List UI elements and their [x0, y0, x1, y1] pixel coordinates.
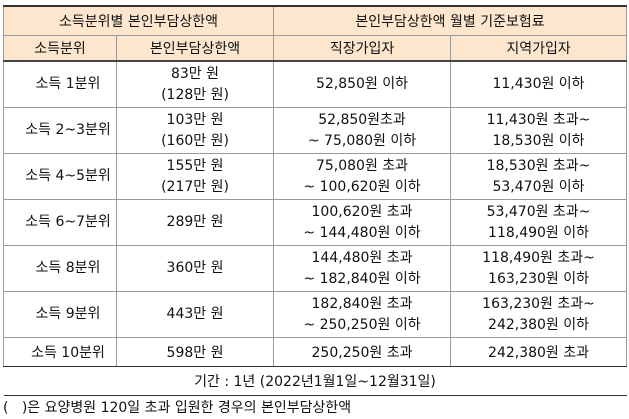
- regional-line-2: 53,470원 이하: [492, 178, 585, 195]
- col-cap-header: 본인부담상한액: [115, 35, 275, 62]
- employee-line-1: 182,840원 초과: [311, 295, 413, 312]
- employee-line-1: 144,480원 초과: [311, 249, 413, 266]
- cap-cell: 155만 원 (217만 원): [115, 153, 275, 200]
- income-cell: 소득 2~3분위: [3, 107, 117, 154]
- cap-value: 103만 원: [166, 111, 224, 128]
- cap-value: 289만 원: [166, 214, 224, 230]
- left-group-header: 소득분위별 본인부담상한액: [2, 5, 275, 36]
- regional-line-1: 242,380원 초과: [488, 345, 590, 361]
- employee-line-2: ~ 144,480원 이하: [303, 224, 421, 241]
- cap-value: 443만 원: [166, 306, 224, 322]
- cap-value: 155만 원: [166, 157, 224, 174]
- right-group-header: 본인부담상한액 월별 기준보험료: [273, 5, 628, 36]
- cap-cell: 289만 원: [115, 199, 275, 246]
- cap-cell: 360만 원: [115, 245, 275, 292]
- cap-value: 598만 원: [166, 345, 224, 361]
- regional-line-1: 11,430원 이하: [492, 76, 585, 92]
- regional-line-2: 18,530원 이하: [492, 132, 585, 149]
- period-row: 기간 : 1년 (2022년1월1일~12월31일): [3, 366, 627, 396]
- footnote: ( )은 요양병원 120일 초과 입원한 경우의 본인부담상한액: [3, 400, 352, 416]
- col-income-header: 소득분위: [3, 35, 117, 62]
- employee-cell: 250,250원 초과: [273, 337, 452, 367]
- cap-hospital-value: (160만 원): [161, 132, 229, 149]
- regional-line-1: 163,230원 초과~: [482, 295, 595, 312]
- regional-line-1: 18,530원 초과~: [486, 157, 591, 174]
- period-text: 기간 : 1년 (2022년1월1일~12월31일): [3, 366, 627, 396]
- employee-line-1: 75,080원 초과: [315, 157, 409, 174]
- table-row: 소득 10분위 598만 원 250,250원 초과 242,380원 초과: [3, 337, 628, 367]
- regional-cell: 18,530원 초과~ 53,470원 이하: [450, 153, 628, 200]
- employee-line-2: ~ 100,620원 이하: [303, 178, 421, 195]
- regional-line-2: 242,380원 이하: [488, 316, 590, 333]
- employee-cell: 144,480원 초과 ~ 182,840원 이하: [273, 245, 452, 292]
- regional-cell: 242,380원 초과: [450, 337, 628, 367]
- table-row: 소득 2~3분위 103만 원 (160만 원) 52,850원초과 ~ 75,08…: [3, 107, 628, 154]
- income-cell: 소득 8분위: [3, 245, 117, 292]
- cap-cell: 443만 원: [115, 291, 275, 338]
- income-cell: 소득 9분위: [3, 291, 117, 338]
- cap-table: 소득분위별 본인부담상한액 본인부담상한액 월별 기준보험료 소득분위 본인부담…: [2, 5, 628, 396]
- table-row: 소득 1분위 83만 원 (128만 원) 52,850원 이하 11,430원 …: [3, 60, 628, 108]
- income-cell: 소득 4~5분위: [3, 153, 117, 200]
- employee-line-1: 100,620원 초과: [311, 203, 413, 220]
- regional-line-2: 118,490원 이하: [488, 224, 590, 241]
- regional-cell: 53,470원 초과~ 118,490원 이하: [450, 199, 628, 246]
- table-row: 소득 9분위 443만 원 182,840원 초과 ~ 250,250원 이하 1…: [3, 291, 628, 338]
- employee-cell: 75,080원 초과 ~ 100,620원 이하: [273, 153, 452, 200]
- employee-line-2: ~ 250,250원 이하: [303, 316, 421, 333]
- cap-value: 83만 원: [170, 65, 220, 82]
- employee-cell: 52,850원초과 ~ 75,080원 이하: [273, 107, 452, 154]
- employee-cell: 100,620원 초과 ~ 144,480원 이하: [273, 199, 452, 246]
- group-header-row: 소득분위별 본인부담상한액 본인부담상한액 월별 기준보험료: [2, 5, 628, 36]
- table-row: 소득 4~5분위 155만 원 (217만 원) 75,080원 초과 ~ 100,…: [3, 153, 628, 200]
- regional-cell: 11,430원 이하: [450, 60, 628, 108]
- employee-cell: 182,840원 초과 ~ 250,250원 이하: [273, 291, 452, 338]
- income-cell: 소득 10분위: [3, 337, 117, 367]
- cap-cell: 103만 원 (160만 원): [115, 107, 275, 154]
- income-cell: 소득 1분위: [3, 60, 117, 108]
- employee-line-2: ~ 182,840원 이하: [303, 270, 421, 287]
- table-row: 소득 6~7분위 289만 원 100,620원 초과 ~ 144,480원 이하…: [3, 199, 628, 246]
- regional-line-1: 11,430원 초과~: [486, 111, 591, 128]
- table-row: 소득 8분위 360만 원 144,480원 초과 ~ 182,840원 이하 1…: [3, 245, 628, 292]
- cap-cell: 83만 원 (128만 원): [115, 60, 275, 108]
- regional-cell: 163,230원 초과~ 242,380원 이하: [450, 291, 628, 338]
- cap-hospital-value: (128만 원): [161, 86, 229, 103]
- column-header-row: 소득분위 본인부담상한액 직장가입자 지역가입자: [3, 35, 628, 62]
- cap-value: 360만 원: [166, 260, 224, 276]
- employee-cell: 52,850원 이하: [273, 60, 452, 108]
- regional-line-2: 163,230원 이하: [488, 270, 590, 287]
- regional-line-1: 53,470원 초과~: [486, 203, 591, 220]
- regional-line-1: 118,490원 초과~: [482, 249, 595, 266]
- cap-cell: 598만 원: [115, 337, 275, 367]
- employee-line-1: 52,850원 이하: [315, 76, 409, 92]
- employee-line-1: 52,850원초과: [318, 111, 406, 128]
- col-regional-header: 지역가입자: [450, 35, 628, 62]
- regional-cell: 11,430원 초과~ 18,530원 이하: [450, 107, 628, 154]
- employee-line-2: ~ 75,080원 이하: [307, 132, 417, 149]
- col-employee-header: 직장가입자: [273, 35, 452, 62]
- employee-line-1: 250,250원 초과: [311, 345, 413, 361]
- income-cell: 소득 6~7분위: [3, 199, 117, 246]
- cap-hospital-value: (217만 원): [161, 178, 229, 195]
- regional-cell: 118,490원 초과~ 163,230원 이하: [450, 245, 628, 292]
